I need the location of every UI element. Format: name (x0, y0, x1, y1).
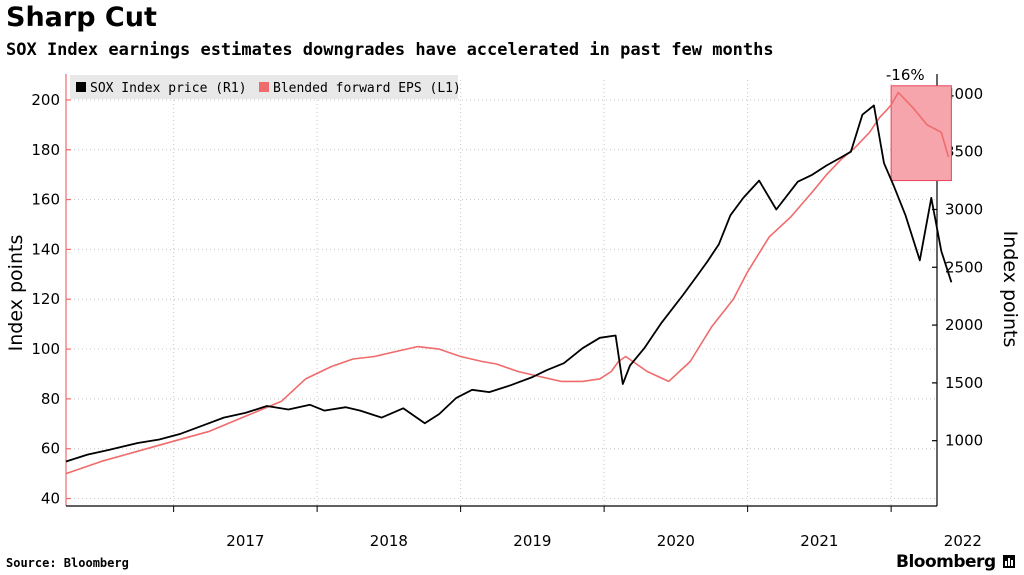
legend-swatch-eps (259, 82, 269, 92)
source-note: Source: Bloomberg (6, 556, 129, 570)
y-tick-label-right: 1500 (945, 374, 983, 392)
y-tick-label-left: 60 (41, 440, 60, 458)
chart-title: Sharp Cut (6, 2, 157, 33)
y-tick-label-right: 1000 (945, 432, 983, 450)
y-tick-label-left: 100 (31, 340, 60, 358)
y-tick-label-left: 200 (31, 91, 60, 109)
bloomberg-terminal-icon (1003, 555, 1015, 568)
gridlines (66, 80, 937, 506)
decline-annotation: -16% (886, 66, 925, 84)
axes (65, 74, 938, 512)
y-tick-label-right: 2500 (945, 258, 983, 276)
y-tick-label-right: 3000 (945, 200, 983, 218)
legend: SOX Index price (R1) Blended forward EPS… (70, 75, 461, 99)
series-lines (65, 91, 953, 475)
legend-label-price: SOX Index price (R1) (90, 81, 247, 96)
y-tick-label-left: 40 (41, 490, 60, 508)
tick-labels: 40 60 80 100 120 140 160 180 200 1000 1500 2000 2500… (31, 85, 983, 550)
y-tick-label-left: 180 (31, 141, 60, 159)
y-axis-label-right: Index points (999, 231, 1021, 348)
x-tick-label: 2020 (657, 532, 695, 550)
x-tick-label: 2022 (944, 532, 982, 550)
x-tick-label: 2019 (513, 532, 551, 550)
series-line-price (65, 104, 953, 463)
bloomberg-logo: Bloomberg (896, 552, 996, 572)
x-tick-label: 2017 (226, 532, 264, 550)
legend-label-eps: Blended forward EPS (L1) (273, 81, 461, 96)
y-tick-label-left: 80 (41, 390, 60, 408)
y-tick-label-right: 3500 (945, 143, 983, 161)
y-tick-label-left: 120 (31, 290, 60, 308)
x-tick-label: 2018 (370, 532, 408, 550)
y-tick-label-left: 140 (31, 240, 60, 258)
chart-subtitle: SOX Index earnings estimates downgrades … (6, 40, 774, 60)
series-line-eps (65, 91, 950, 475)
y-tick-label-right: 2000 (945, 316, 983, 334)
legend-swatch-price (76, 82, 86, 92)
y-tick-label-left: 160 (31, 191, 60, 209)
y-axis-label-left: Index points (5, 235, 27, 352)
y-tick-label-right: 4000 (945, 85, 983, 103)
x-tick-label: 2021 (800, 532, 838, 550)
